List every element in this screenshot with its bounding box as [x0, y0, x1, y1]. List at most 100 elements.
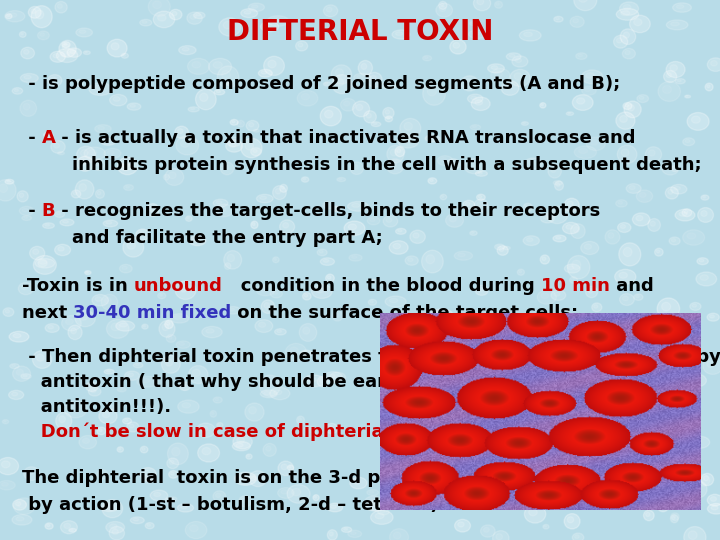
- Ellipse shape: [632, 213, 650, 226]
- Ellipse shape: [274, 258, 276, 260]
- Ellipse shape: [423, 56, 431, 61]
- Ellipse shape: [161, 355, 180, 373]
- Ellipse shape: [305, 428, 311, 433]
- Ellipse shape: [325, 203, 329, 206]
- Ellipse shape: [448, 467, 454, 472]
- Ellipse shape: [648, 219, 660, 232]
- Ellipse shape: [682, 208, 692, 217]
- Ellipse shape: [687, 112, 709, 130]
- Ellipse shape: [575, 535, 579, 538]
- Text: The diphterial  toxin is on the 3-d place: The diphterial toxin is on the 3-d place: [22, 469, 421, 487]
- Ellipse shape: [140, 468, 156, 481]
- Ellipse shape: [142, 21, 147, 23]
- Ellipse shape: [213, 62, 222, 68]
- Ellipse shape: [380, 510, 384, 512]
- Ellipse shape: [99, 429, 102, 431]
- Ellipse shape: [165, 168, 184, 185]
- Ellipse shape: [390, 162, 397, 168]
- Ellipse shape: [582, 415, 593, 423]
- Ellipse shape: [616, 38, 622, 43]
- Ellipse shape: [70, 50, 76, 53]
- Ellipse shape: [135, 364, 139, 366]
- Ellipse shape: [699, 477, 705, 481]
- Ellipse shape: [435, 461, 446, 469]
- Ellipse shape: [133, 363, 143, 368]
- Ellipse shape: [626, 184, 641, 193]
- Ellipse shape: [353, 101, 369, 117]
- Ellipse shape: [670, 513, 679, 521]
- Ellipse shape: [705, 83, 713, 91]
- Ellipse shape: [302, 93, 310, 100]
- Ellipse shape: [273, 257, 279, 263]
- Ellipse shape: [97, 470, 108, 479]
- Ellipse shape: [537, 498, 544, 505]
- Ellipse shape: [440, 194, 446, 200]
- Ellipse shape: [572, 94, 593, 110]
- Ellipse shape: [417, 437, 429, 443]
- Ellipse shape: [106, 221, 112, 224]
- Ellipse shape: [89, 83, 112, 96]
- Ellipse shape: [343, 101, 350, 106]
- Ellipse shape: [104, 504, 112, 508]
- Ellipse shape: [323, 201, 333, 209]
- Ellipse shape: [541, 293, 549, 299]
- Ellipse shape: [570, 276, 577, 284]
- Ellipse shape: [368, 299, 377, 305]
- Ellipse shape: [574, 383, 583, 392]
- Ellipse shape: [639, 96, 644, 99]
- Ellipse shape: [341, 527, 351, 532]
- Ellipse shape: [572, 533, 584, 540]
- Ellipse shape: [107, 39, 127, 57]
- Ellipse shape: [700, 275, 708, 280]
- Ellipse shape: [488, 459, 503, 469]
- Ellipse shape: [382, 82, 396, 89]
- Ellipse shape: [249, 477, 253, 479]
- Ellipse shape: [692, 304, 696, 307]
- Ellipse shape: [574, 392, 582, 395]
- Ellipse shape: [669, 237, 680, 245]
- Ellipse shape: [264, 379, 272, 388]
- Text: - Then diphterial toxin penetrates the cells, it couldn´t  be bound by: - Then diphterial toxin penetrates the c…: [22, 347, 720, 366]
- Ellipse shape: [216, 201, 222, 204]
- Ellipse shape: [48, 326, 53, 329]
- Ellipse shape: [19, 31, 26, 37]
- Ellipse shape: [102, 500, 122, 518]
- Ellipse shape: [541, 214, 554, 223]
- Ellipse shape: [104, 369, 114, 374]
- Ellipse shape: [619, 272, 627, 278]
- Ellipse shape: [585, 347, 603, 357]
- Ellipse shape: [5, 11, 25, 22]
- Ellipse shape: [106, 503, 114, 510]
- Ellipse shape: [562, 488, 567, 493]
- Ellipse shape: [699, 259, 703, 262]
- Ellipse shape: [597, 363, 606, 370]
- Ellipse shape: [677, 457, 686, 462]
- Ellipse shape: [581, 70, 603, 84]
- Ellipse shape: [104, 140, 109, 143]
- Ellipse shape: [226, 140, 243, 152]
- Text: -: -: [22, 129, 42, 147]
- Ellipse shape: [469, 30, 487, 38]
- Ellipse shape: [66, 319, 73, 325]
- Ellipse shape: [319, 251, 323, 253]
- Ellipse shape: [13, 500, 27, 510]
- Ellipse shape: [546, 450, 553, 456]
- Ellipse shape: [496, 3, 500, 5]
- Ellipse shape: [676, 5, 684, 9]
- Ellipse shape: [153, 492, 161, 497]
- Ellipse shape: [567, 266, 574, 269]
- Ellipse shape: [125, 186, 130, 188]
- Ellipse shape: [19, 193, 24, 198]
- Ellipse shape: [172, 11, 177, 16]
- Ellipse shape: [685, 95, 690, 98]
- Ellipse shape: [626, 324, 634, 329]
- Ellipse shape: [554, 181, 564, 190]
- Ellipse shape: [248, 3, 264, 11]
- Ellipse shape: [566, 225, 572, 230]
- Ellipse shape: [387, 117, 390, 119]
- Ellipse shape: [518, 271, 521, 273]
- Ellipse shape: [624, 247, 632, 256]
- Text: -: -: [22, 201, 42, 220]
- Ellipse shape: [517, 387, 523, 390]
- Ellipse shape: [318, 376, 328, 387]
